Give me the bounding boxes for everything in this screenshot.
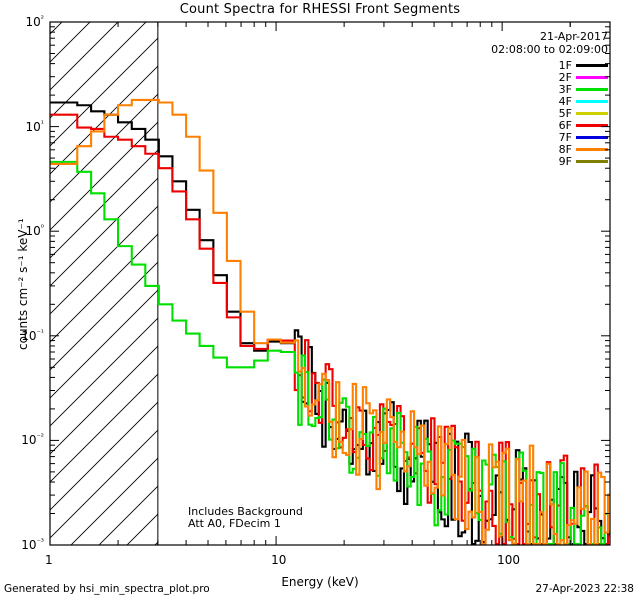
legend-entry-6f: 6F	[491, 118, 608, 132]
y-tick-label: 10²	[25, 14, 45, 29]
legend-entry-label: 1F	[558, 58, 572, 72]
legend-entry-5f: 5F	[491, 106, 608, 120]
legend-color-swatch	[576, 99, 608, 103]
legend-color-swatch	[576, 159, 608, 163]
x-tick-label: 1	[45, 553, 53, 567]
y-tick-label: 10¹	[25, 118, 45, 134]
legend-entry-label: 6F	[558, 118, 572, 132]
legend-entry-9f: 9F	[491, 154, 608, 168]
legend-color-swatch	[576, 87, 608, 91]
y-tick-label: 10⁻¹	[21, 327, 44, 343]
y-tick-label: 10⁰	[25, 223, 45, 239]
legend-color-swatch	[576, 147, 608, 151]
annotation-attenuator: Att A0, FDecim 1	[188, 517, 281, 530]
data-series-group	[50, 98, 610, 545]
legend-entry-label: 9F	[558, 154, 572, 168]
legend-date: 21-Apr-2017	[539, 30, 608, 43]
legend-entry-label: 4F	[558, 94, 572, 108]
legend-color-swatch	[576, 111, 608, 115]
legend-entry-label: 5F	[558, 106, 572, 120]
legend-entry-7f: 7F	[491, 130, 608, 144]
legend-entry-label: 2F	[558, 70, 572, 84]
legend-entry-label: 3F	[558, 82, 572, 96]
page-title: Count Spectra for RHESSI Front Segments	[179, 2, 461, 17]
legend-entry-4f: 4F	[491, 94, 608, 108]
legend-color-swatch	[576, 63, 608, 67]
legend-color-swatch	[576, 75, 608, 79]
x-axis-title: Energy (keV)	[281, 575, 359, 589]
series-line-8f	[50, 98, 610, 545]
x-tick-label: 10	[271, 553, 287, 567]
legend-color-swatch	[576, 123, 608, 127]
hatched-exclusion-region	[50, 22, 158, 545]
y-tick-label: 10⁻²	[21, 432, 44, 448]
legend-entry-label: 7F	[558, 130, 572, 144]
footer-generated-by: Generated by hsi_min_spectra_plot.pro	[4, 583, 210, 595]
legend-entries: 1F 2F 3F 4F 5F 6F 7F 8F 9F	[491, 58, 608, 168]
legend-color-swatch	[576, 135, 608, 139]
legend-entry-1f: 1F	[491, 58, 608, 72]
legend-entry-label: 8F	[558, 142, 572, 156]
legend-entry-3f: 3F	[491, 82, 608, 96]
y-tick-label: 10⁻³	[21, 537, 44, 552]
axis-ticks	[49, 21, 611, 546]
legend-time-range: 02:08:00 to 02:09:00	[491, 43, 608, 56]
legend-entry-8f: 8F	[491, 142, 608, 156]
x-tick-label: 100	[497, 553, 521, 567]
footer-timestamp: 27-Apr-2023 22:38	[535, 583, 634, 595]
plot-frame	[49, 21, 611, 546]
legend-entry-2f: 2F	[491, 70, 608, 84]
legend: 21-Apr-2017 02:08:00 to 02:09:00 1F 2F 3F 4…	[491, 30, 608, 168]
annotation-includes-background: Includes Background	[188, 505, 303, 518]
